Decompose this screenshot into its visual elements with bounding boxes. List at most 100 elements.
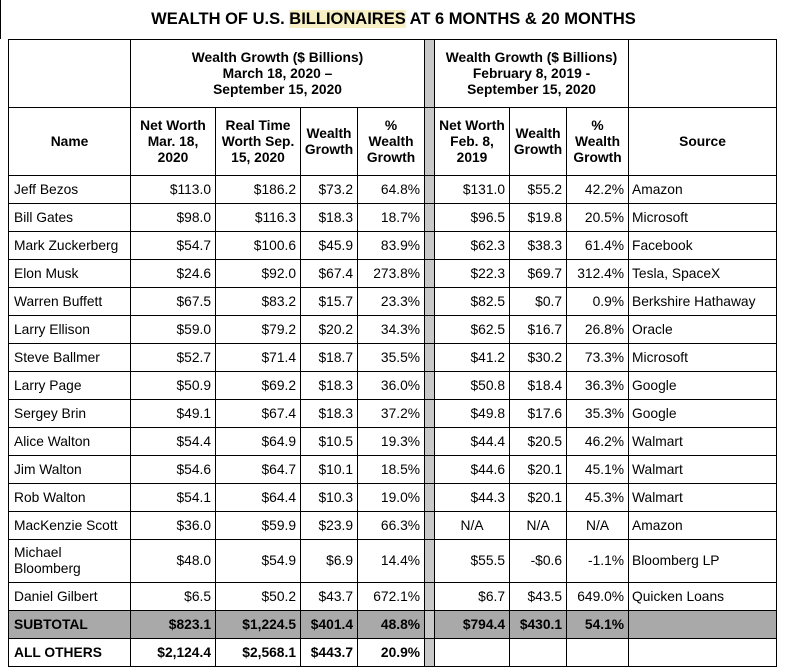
cell-pct2: 20.5%	[566, 203, 630, 232]
table-row: Alice Walton $54.4 $64.9 $10.5 19.3% $44.4 $20…	[8, 427, 778, 456]
cell-pct1: 34.3%	[356, 315, 426, 344]
cell-nw-feb: $50.8	[434, 371, 511, 400]
cell-growth2: $17.6	[509, 399, 568, 428]
cell-pct2: 61.4%	[566, 231, 630, 260]
cell-name: Rob Walton	[8, 483, 131, 512]
cell-nw-feb: N/A	[434, 511, 511, 540]
cell-nw-feb: $62.5	[434, 315, 511, 344]
cell-rt-sep: $71.4	[215, 343, 301, 372]
cell-nw-mar: $54.6	[130, 455, 216, 484]
cell-source: Berkshire Hathaway	[628, 287, 778, 316]
cell-growth1: $18.3	[300, 203, 358, 232]
cell-pct1: 20.9%	[356, 638, 426, 667]
cell-growth2: $20.1	[509, 483, 568, 512]
cell-pct2: 36.3%	[566, 371, 630, 400]
cell-growth1: $401.4	[300, 610, 358, 639]
cell-rt-sep: $186.2	[215, 175, 301, 204]
cell-growth1: $43.7	[300, 582, 358, 611]
cell-pct1: 23.3%	[356, 287, 426, 316]
col-header-source: Source	[628, 107, 778, 176]
cell-pct2: 45.3%	[566, 483, 630, 512]
cell-source: Facebook	[628, 231, 778, 260]
separator-cell	[424, 259, 436, 288]
cell-growth1: $443.7	[300, 638, 358, 667]
cell-nw-feb: $794.4	[434, 610, 511, 639]
cell-pct1: 64.8%	[356, 175, 426, 204]
cell-nw-mar: $24.6	[130, 259, 216, 288]
cell-nw-mar: $52.7	[130, 343, 216, 372]
cell-growth2: $19.8	[509, 203, 568, 232]
cell-nw-mar: $67.5	[130, 287, 216, 316]
cell-source	[628, 638, 778, 667]
all-others-row: ALL OTHERS $2,124.4 $2,568.1 $443.7 20.9%	[8, 638, 778, 667]
cell-growth2: $0.7	[509, 287, 568, 316]
table-row: Elon Musk $24.6 $92.0 $67.4 273.8% $22.3 $69.7…	[8, 259, 778, 288]
cell-growth2: $16.7	[509, 315, 568, 344]
cell-source	[628, 610, 778, 639]
table-row: MacKenzie Scott $36.0 $59.9 $23.9 66.3% N/A N/…	[8, 511, 778, 540]
separator-cell	[424, 231, 436, 260]
cell-nw-mar: $54.7	[130, 231, 216, 260]
cell-pct2: 0.9%	[566, 287, 630, 316]
cell-name: MacKenzie Scott	[8, 511, 131, 540]
cell-pct2: N/A	[566, 511, 630, 540]
cell-growth2: $20.1	[509, 455, 568, 484]
cell-rt-sep: $1,224.5	[215, 610, 301, 639]
separator-cell	[424, 539, 436, 583]
cell-nw-feb: $82.5	[434, 287, 511, 316]
cell-pct2: 26.8%	[566, 315, 630, 344]
cell-nw-mar: $54.4	[130, 427, 216, 456]
table-row: Daniel Gilbert $6.5 $50.2 $43.7 672.1% $6.7 $4…	[8, 582, 778, 611]
separator-cell	[424, 511, 436, 540]
cell-nw-mar: $2,124.4	[130, 638, 216, 667]
table-row: Larry Ellison $59.0 $79.2 $20.2 34.3% $62.5 $1…	[8, 315, 778, 344]
cell-rt-sep: $69.2	[215, 371, 301, 400]
cell-growth2: $69.7	[509, 259, 568, 288]
cell-source: Walmart	[628, 483, 778, 512]
table-row: Sergey Brin $49.1 $67.4 $18.3 37.2% $49.8 $17.…	[8, 399, 778, 428]
cell-nw-feb: $131.0	[434, 175, 511, 204]
col-header-growth-2019: Wealth Growth	[509, 107, 568, 176]
table-title: WEALTH OF U.S. BILLIONAIRES AT 6 MONTHS …	[0, 0, 786, 39]
cell-growth2: $430.1	[509, 610, 568, 639]
cell-pct1: 19.3%	[356, 427, 426, 456]
separator-cell	[424, 39, 436, 108]
cell-growth1: $23.9	[300, 511, 358, 540]
separator-cell	[424, 343, 436, 372]
table-row: Warren Buffett $67.5 $83.2 $15.7 23.3% $82.5 $…	[8, 287, 778, 316]
cell-rt-sep: $59.9	[215, 511, 301, 540]
cell-growth1: $15.7	[300, 287, 358, 316]
cell-rt-sep: $83.2	[215, 287, 301, 316]
cell-name: Bill Gates	[8, 203, 131, 232]
cell-growth1: $10.5	[300, 427, 358, 456]
cell-growth2: -$0.6	[509, 539, 568, 583]
separator-cell	[424, 455, 436, 484]
cell-pct2: 35.3%	[566, 399, 630, 428]
cell-nw-feb: $44.3	[434, 483, 511, 512]
separator-cell	[424, 582, 436, 611]
separator-cell	[424, 371, 436, 400]
cell-rt-sep: $64.9	[215, 427, 301, 456]
header-blank	[8, 39, 131, 108]
cell-growth1: $18.7	[300, 343, 358, 372]
separator-cell	[424, 175, 436, 204]
cell-growth2: $43.5	[509, 582, 568, 611]
separator-cell	[424, 107, 436, 176]
cell-name: Jeff Bezos	[8, 175, 131, 204]
cell-nw-feb: $49.8	[434, 399, 511, 428]
cell-nw-mar: $49.1	[130, 399, 216, 428]
group-header-2019: Wealth Growth ($ Billions) February 8, 2…	[434, 39, 630, 108]
cell-name: Mark Zuckerberg	[8, 231, 131, 260]
cell-name: ALL OTHERS	[8, 638, 131, 667]
cell-name: SUBTOTAL	[8, 610, 131, 639]
cell-pct1: 273.8%	[356, 259, 426, 288]
subtotal-row: SUBTOTAL $823.1 $1,224.5 $401.4 48.8% $794.4 $…	[8, 610, 778, 639]
cell-rt-sep: $67.4	[215, 399, 301, 428]
cell-rt-sep: $100.6	[215, 231, 301, 260]
cell-pct2: 73.3%	[566, 343, 630, 372]
cell-rt-sep: $50.2	[215, 582, 301, 611]
cell-pct1: 18.5%	[356, 455, 426, 484]
cell-pct2	[566, 638, 630, 667]
cell-nw-feb: $22.3	[434, 259, 511, 288]
